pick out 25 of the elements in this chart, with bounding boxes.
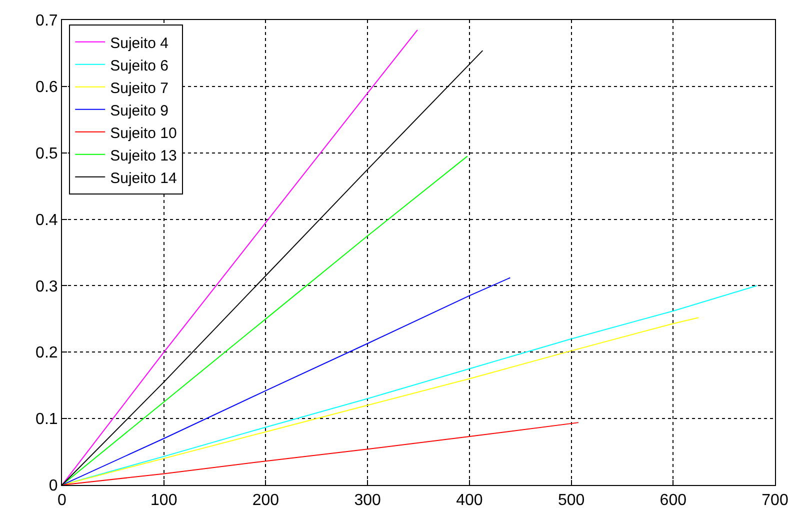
y-tick-label: 0.4 [36, 212, 58, 229]
legend-label: Sujeito 10 [110, 124, 177, 142]
x-tick-label: 100 [150, 492, 178, 510]
y-tick-label: 0.1 [36, 411, 58, 428]
x-tick-label: 400 [456, 492, 483, 510]
y-tick-label: 0 [48, 478, 58, 495]
line-series [62, 277, 511, 485]
y-tick-label: 0.2 [36, 344, 58, 362]
y-tick-label: 0.5 [36, 145, 58, 162]
legend-label: Sujeito 4 [110, 34, 169, 52]
legend-label: Sujeito 13 [110, 147, 177, 164]
y-tick-label: 0.6 [36, 79, 58, 96]
x-tick-label: 300 [354, 492, 382, 510]
y-tick-label: 0.3 [36, 278, 58, 296]
x-tick-label: 500 [558, 492, 585, 510]
x-tick-label: 600 [660, 492, 687, 510]
x-tick-label: 700 [762, 492, 788, 510]
y-tick-label: 0.7 [36, 12, 58, 30]
x-tick-label: 200 [252, 492, 280, 510]
line-series [62, 422, 579, 485]
legend-label: Sujeito 9 [110, 102, 169, 120]
legend-label: Sujeito 14 [110, 170, 177, 187]
line-series [62, 29, 418, 485]
legend-label: Sujeito 6 [110, 57, 169, 74]
legend-label: Sujeito 7 [110, 80, 169, 97]
